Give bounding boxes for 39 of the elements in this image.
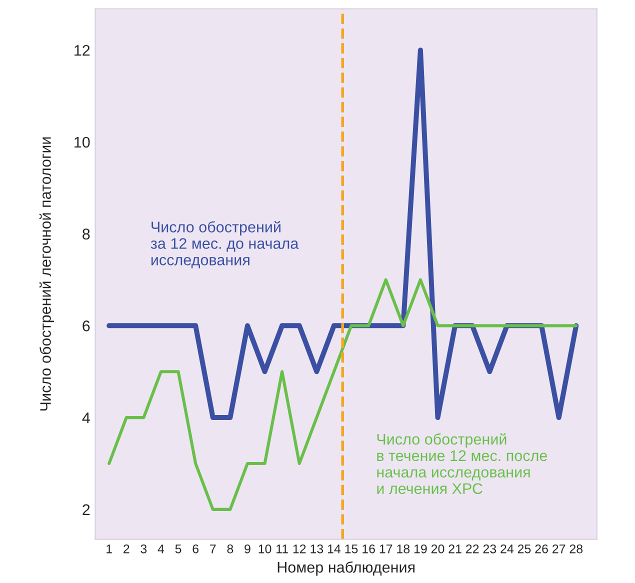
x-tick-label: 26 — [535, 544, 548, 554]
x-tick-label: 1 — [106, 544, 112, 554]
y-tick-label: 2 — [82, 504, 90, 515]
x-tick-label: 24 — [500, 544, 514, 554]
x-tick-label: 11 — [276, 544, 288, 554]
x-tick-label: 4 — [158, 544, 164, 554]
text: Число обострений в течение 12 мес. после начала исследования и лечения ХРС — [377, 433, 548, 494]
x-tick-label: 9 — [244, 544, 250, 554]
x-tick-label: 28 — [570, 544, 583, 554]
x-tick-label: 25 — [518, 544, 531, 554]
x-tick-label: 21 — [448, 544, 462, 554]
y-tick-label: 8 — [82, 228, 90, 240]
y-axis-title: Число обострений легочной патологии — [39, 137, 54, 411]
x-tick-label: 22 — [466, 544, 479, 554]
text: Число обострений за 12 мес. до начала исследования — [150, 220, 299, 268]
x-tick-label: 15 — [345, 544, 358, 554]
y-tick-label: 6 — [82, 320, 90, 332]
x-axis-title: Номер наблюдения — [278, 561, 414, 576]
x-tick-label: 13 — [310, 544, 324, 554]
x-tick-label: 20 — [431, 544, 444, 554]
x-tick-label: 14 — [328, 544, 341, 554]
x-tick-label: 5 — [175, 544, 182, 554]
x-tick-label: 19 — [414, 544, 427, 554]
x-tick-label: 18 — [397, 544, 410, 554]
x-tick-label: 6 — [192, 544, 199, 554]
y-tick-label: 4 — [82, 412, 90, 424]
x-tick-label: 10 — [258, 544, 272, 554]
x-tick-label: 7 — [210, 544, 216, 554]
x-tick-label: 23 — [483, 544, 496, 554]
line-series — [108, 278, 578, 511]
x-tick-label: 3 — [140, 544, 147, 554]
x-tick-label: 2 — [124, 544, 130, 554]
y-tick-label: 10 — [74, 136, 90, 148]
x-tick-label: 12 — [293, 544, 306, 554]
x-tick-label: 17 — [380, 544, 392, 554]
x-tick-label: 27 — [552, 544, 566, 554]
x-tick-label: 8 — [227, 544, 234, 554]
y-tick-label: 12 — [74, 44, 90, 56]
x-tick-label: 16 — [362, 544, 375, 554]
